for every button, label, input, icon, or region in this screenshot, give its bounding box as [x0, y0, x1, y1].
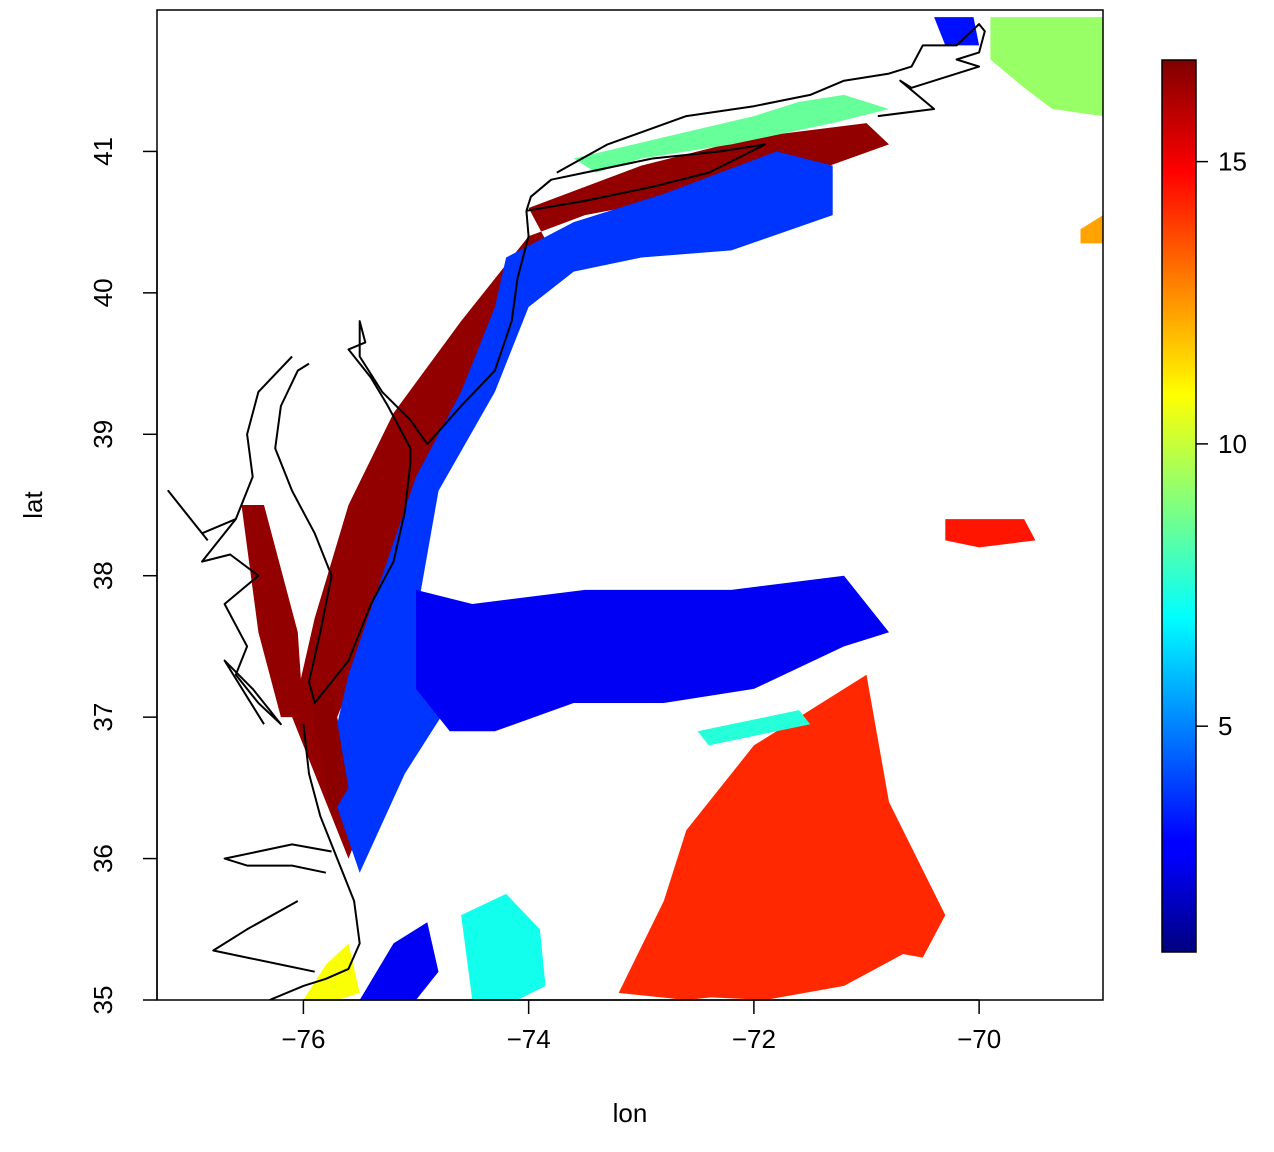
coastline-long-island-coast: [525, 143, 767, 212]
y-tick-label: 41: [88, 137, 118, 166]
coastline-virginia-carolina-coast: [269, 724, 361, 1000]
colorbar-tick-label: 15: [1218, 147, 1247, 177]
coastline-new-jersey-coast: [426, 210, 530, 445]
region-pamlico-yellow: [303, 943, 360, 1000]
region-cape-cod-lime: [990, 17, 1103, 117]
y-tick-label: 40: [88, 278, 118, 307]
x-axis-title: lon: [613, 1098, 648, 1128]
region-east-orange-streak: [945, 519, 1036, 548]
y-axis: 35 36 37 38 39 40 41: [88, 137, 158, 1015]
coastline-delaware-bay: [347, 320, 429, 463]
colorbar-tick-label: 10: [1218, 429, 1247, 459]
region-southern-blue-fringe: [359, 922, 439, 1000]
coastline-layer: [167, 23, 986, 1000]
x-tick-label: −72: [732, 1024, 776, 1054]
y-tick-label: 36: [88, 844, 118, 873]
coastline-pamlico-sound: [212, 900, 315, 973]
colorbar-gradient: [1161, 59, 1197, 953]
region-southeast-orange-strip: [708, 922, 923, 1000]
y-axis-title: lat: [18, 490, 48, 518]
region-cyan-streak: [697, 710, 811, 746]
coastline-potomac-river: [167, 489, 237, 542]
region-offshore-blue-tongue: [416, 575, 889, 732]
coastline-delmarva-coast: [274, 362, 412, 704]
colorbar-tick-label: 5: [1218, 711, 1232, 741]
x-tick-label: −70: [957, 1024, 1001, 1054]
coastline-albemarle-sound: [223, 843, 332, 874]
y-tick-label: 38: [88, 561, 118, 590]
region-cape-cod-bay-blue: [934, 17, 980, 46]
region-chesapeake-bay-band: [241, 505, 304, 718]
coastline-new-england-coast: [556, 23, 986, 174]
region-cape-hatteras-cyan: [461, 893, 546, 1000]
region-long-island-sound-green: [573, 94, 889, 173]
region-shelf-inner-core: [309, 688, 349, 817]
coastline-chesapeake-west-shore: [201, 355, 293, 726]
region-southeast-orange-patch: [618, 674, 946, 1000]
data-layer: [241, 17, 1103, 1000]
y-tick-label: 39: [88, 420, 118, 449]
region-northeast-orange-bar: [1080, 215, 1103, 244]
y-tick-label: 37: [88, 703, 118, 732]
x-tick-label: −74: [507, 1024, 551, 1054]
region-shelf-outer-band: [325, 151, 833, 873]
x-tick-label: −76: [281, 1024, 325, 1054]
colorbar: [1161, 59, 1197, 953]
colorbar-ticks: 5 10 15: [1196, 147, 1247, 741]
x-axis: −76 −74 −72 −70: [281, 999, 1001, 1054]
y-tick-label: 35: [88, 986, 118, 1015]
